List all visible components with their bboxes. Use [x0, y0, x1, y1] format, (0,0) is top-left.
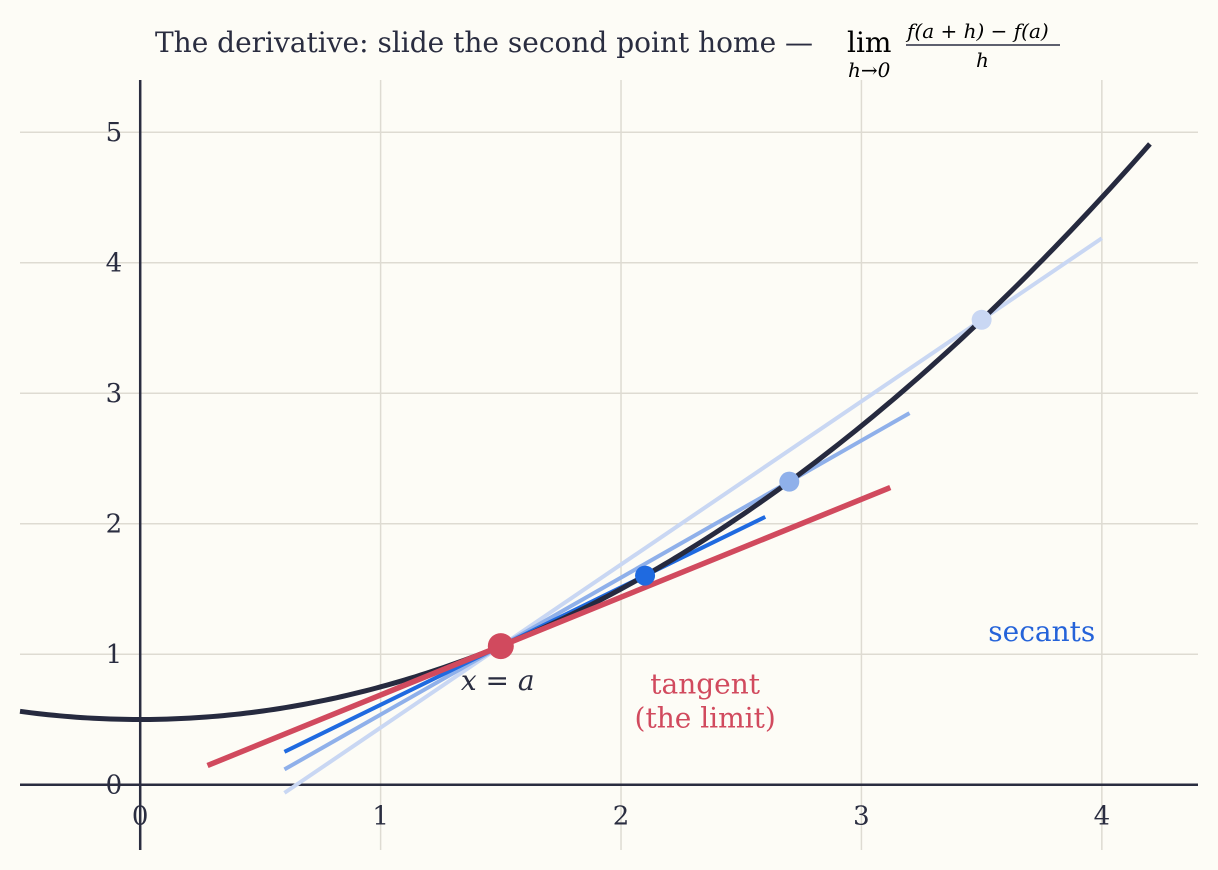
secant-point-3	[635, 565, 656, 586]
point-a-label: x = a	[461, 664, 535, 697]
title-fraction-numerator: f(a + h) − f(a)	[905, 19, 1049, 43]
plot-lines	[19, 142, 1152, 795]
y-tick-label: 4	[106, 249, 123, 279]
tangent-line	[206, 484, 892, 769]
x-tick-label: 3	[853, 802, 870, 832]
x-tick-label: 1	[372, 802, 389, 832]
chart-title: The derivative: slide the second point h…	[155, 26, 813, 59]
y-tick-label: 3	[106, 379, 123, 409]
x-tick-label: 2	[613, 802, 630, 832]
y-tick-label: 5	[106, 118, 123, 148]
secant-line-1	[283, 236, 1103, 795]
function-curve	[19, 142, 1152, 722]
y-tick-label: 2	[106, 510, 123, 540]
title-lim-subscript: h→0	[848, 58, 891, 82]
secant-point-2	[779, 471, 800, 492]
point-a	[487, 633, 514, 660]
plot-points	[487, 309, 992, 660]
axes	[20, 80, 1198, 850]
tick-labels: 0 1 2 3 4 0 1 2 3 4 5	[106, 118, 1110, 832]
y-tick-label: 0	[106, 771, 123, 801]
title-fraction-denominator: h	[976, 48, 989, 72]
title-lim: lim	[847, 26, 891, 59]
secants-label: secants	[988, 615, 1095, 648]
tangent-limit-label: (the limit)	[635, 701, 776, 734]
y-tick-label: 1	[106, 640, 123, 670]
x-tick-label: 4	[1094, 802, 1111, 832]
secant-point-1	[971, 309, 992, 330]
tangent-label: tangent	[650, 667, 761, 700]
grid	[20, 80, 1198, 850]
x-tick-label: 0	[132, 802, 149, 832]
secant-line-2	[283, 411, 911, 772]
